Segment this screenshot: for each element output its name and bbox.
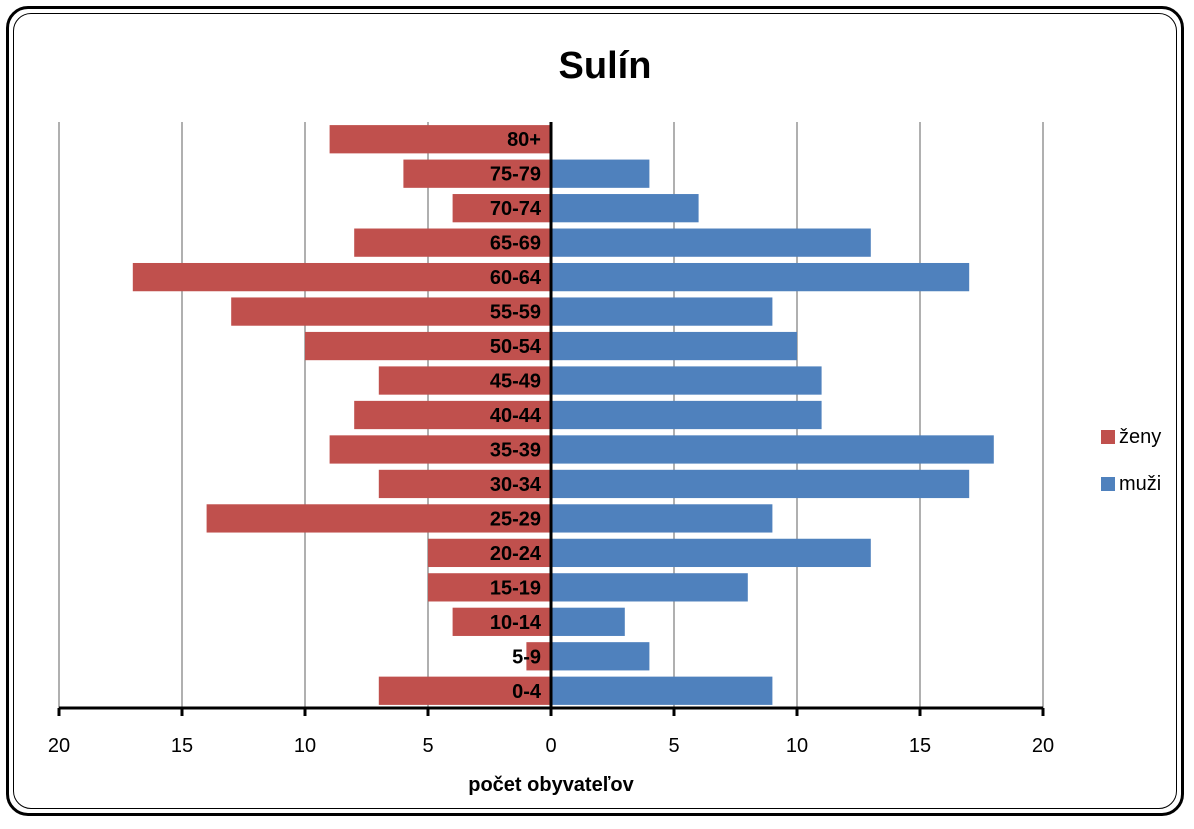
bar-zeny-65-69 xyxy=(354,228,551,257)
category-label: 25-29 xyxy=(490,508,541,530)
x-tick-label: 5 xyxy=(422,735,433,757)
bar-zeny-10-14 xyxy=(452,607,551,636)
x-axis-label: počet obyvateľov xyxy=(468,774,634,796)
bar-muzi-25-29 xyxy=(551,504,773,533)
category-labels: 0-4 5-9 10-14 15-19 20-24 25-29 30-34 35-39 40-4… xyxy=(490,129,542,703)
category-label: 10-14 xyxy=(490,612,542,634)
category-label: 30-34 xyxy=(490,474,542,496)
bar-muzi-30-34 xyxy=(551,469,970,499)
bar-muzi-60-64 xyxy=(551,262,970,292)
bar-muzi-40-44 xyxy=(551,400,822,430)
chart-title: Sulín xyxy=(559,45,652,87)
legend: ženy muži xyxy=(1101,426,1161,495)
category-label: 0-4 xyxy=(512,681,542,703)
bar-muzi-10-14 xyxy=(551,607,625,636)
legend-swatch xyxy=(1101,477,1115,491)
x-tick-label: 15 xyxy=(171,735,193,757)
bar-muzi-45-49 xyxy=(551,366,822,395)
x-tick-label: 5 xyxy=(668,735,679,757)
bar-zeny-25-29 xyxy=(206,504,551,533)
category-label: 50-54 xyxy=(490,336,542,358)
legend-swatch xyxy=(1101,430,1115,444)
bar-muzi-75-79 xyxy=(551,159,650,188)
bar-muzi-65-69 xyxy=(551,228,871,257)
bar-zeny-55-59 xyxy=(231,297,551,326)
bar-zeny-30-34 xyxy=(378,469,551,499)
bar-zeny-60-64 xyxy=(132,262,552,292)
bar-zeny-0-4 xyxy=(378,676,551,705)
bar-muzi-50-54 xyxy=(551,331,797,361)
bar-zeny-35-39 xyxy=(329,435,551,464)
category-label: 75-79 xyxy=(490,164,541,186)
x-tick-label: 20 xyxy=(1032,735,1054,757)
bars xyxy=(132,125,994,705)
x-tick-label: 10 xyxy=(786,735,808,757)
category-label: 40-44 xyxy=(490,405,542,427)
bar-zeny-45-49 xyxy=(378,366,551,395)
x-tick-label: 15 xyxy=(909,735,931,757)
x-tick-label: 20 xyxy=(48,735,70,757)
bar-zeny-80+ xyxy=(329,125,551,154)
category-label: 20-24 xyxy=(490,543,542,565)
bar-muzi-55-59 xyxy=(551,297,773,326)
bar-zeny-40-44 xyxy=(354,400,551,430)
bar-muzi-35-39 xyxy=(551,435,994,464)
bar-zeny-20-24 xyxy=(428,538,551,568)
x-tick-label: 10 xyxy=(294,735,316,757)
bar-zeny-70-74 xyxy=(452,194,551,223)
bar-muzi-5-9 xyxy=(551,642,650,671)
category-label: 60-64 xyxy=(490,267,542,289)
bar-muzi-0-4 xyxy=(551,676,773,705)
legend-label: ženy xyxy=(1119,426,1161,448)
x-tick-label: 0 xyxy=(545,735,556,757)
category-label: 15-19 xyxy=(490,577,541,599)
bar-zeny-5-9 xyxy=(526,642,551,671)
axes: 20 15 10 5 0 5 10 15 20 xyxy=(48,122,1054,757)
bar-muzi-15-19 xyxy=(551,573,748,602)
category-label: 80+ xyxy=(507,129,541,151)
category-label: 70-74 xyxy=(490,198,542,220)
category-label: 5-9 xyxy=(512,646,541,668)
category-label: 45-49 xyxy=(490,371,541,393)
bar-muzi-70-74 xyxy=(551,194,699,223)
category-label: 55-59 xyxy=(490,302,541,324)
legend-label: muži xyxy=(1119,473,1161,495)
bar-zeny-15-19 xyxy=(428,573,551,602)
bar-muzi-20-24 xyxy=(551,538,871,568)
category-label: 35-39 xyxy=(490,439,541,461)
bar-zeny-50-54 xyxy=(305,331,551,361)
bar-zeny-75-79 xyxy=(403,159,551,188)
category-label: 65-69 xyxy=(490,233,541,255)
